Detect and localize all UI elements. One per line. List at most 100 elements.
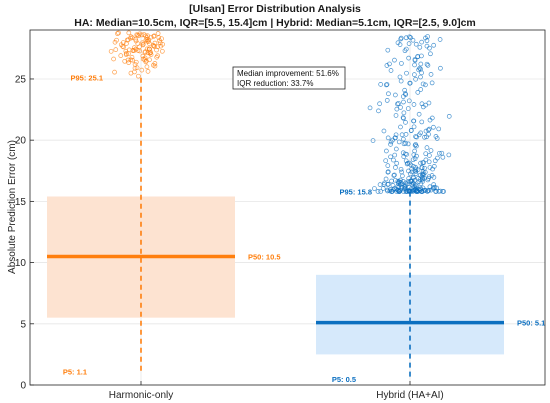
- outlier-point: [395, 40, 401, 46]
- outlier-point: [429, 80, 435, 86]
- outlier-point: [136, 33, 142, 39]
- outlier-point: [441, 189, 446, 194]
- outlier-point: [420, 160, 426, 165]
- percentile-labels: P95: 25.1 P50: 10.5 P5: 1.1 P95: 15.8 P50: 5…: [63, 74, 546, 384]
- outlier-point: [398, 166, 404, 172]
- outlier-point: [400, 115, 406, 120]
- outlier-point: [112, 69, 117, 75]
- p50-label: P50: 10.5: [248, 252, 281, 261]
- outlier-point: [128, 35, 133, 41]
- outlier-point: [396, 139, 402, 145]
- outlier-point: [390, 183, 396, 188]
- x-tick-label: Harmonic-only: [109, 390, 173, 401]
- outlier-point: [123, 48, 129, 54]
- outlier-point: [157, 38, 162, 43]
- outlier-point: [408, 178, 414, 184]
- outlier-point: [376, 108, 381, 114]
- outlier-point: [412, 62, 417, 68]
- outlier-point: [126, 60, 132, 65]
- outlier-point: [428, 72, 434, 77]
- outlier-point: [385, 182, 391, 187]
- outlier-point: [410, 37, 416, 43]
- outlier-point: [148, 34, 154, 40]
- outlier-point: [404, 70, 409, 76]
- outlier-point: [391, 173, 397, 178]
- outlier-point: [403, 131, 409, 137]
- outlier-point: [391, 186, 397, 191]
- outlier-point: [410, 174, 416, 180]
- outlier-point: [407, 34, 412, 40]
- outlier-point: [388, 142, 393, 147]
- axes: 0 5 10 15 20 25 Harmonic-only Hybrid (HA+AI): [15, 74, 444, 401]
- outlier-point: [385, 163, 391, 168]
- outlier-point: [402, 87, 408, 93]
- outlier-point: [412, 58, 418, 63]
- outlier-point: [378, 189, 384, 194]
- outlier-point: [406, 179, 412, 184]
- outlier-point: [133, 46, 139, 52]
- outlier-point: [400, 179, 406, 184]
- outlier-point: [403, 120, 408, 125]
- outlier-point: [415, 90, 421, 95]
- outlier-point: [383, 148, 389, 154]
- outlier-point: [399, 61, 404, 66]
- y-tick-label: 15: [15, 197, 27, 208]
- outlier-point: [133, 38, 139, 44]
- outlier-point: [397, 74, 403, 80]
- outlier-points: [108, 30, 452, 194]
- outlier-point: [418, 74, 423, 80]
- outlier-point: [423, 188, 429, 193]
- outlier-point: [147, 57, 152, 63]
- outlier-point: [423, 82, 428, 88]
- outlier-point: [381, 128, 387, 134]
- outlier-point: [426, 100, 432, 106]
- outlier-point: [411, 124, 417, 130]
- outlier-point: [446, 152, 452, 158]
- outlier-point: [413, 76, 418, 82]
- outlier-point: [399, 184, 405, 190]
- outlier-point: [423, 128, 429, 134]
- outlier-point: [384, 82, 390, 87]
- p95-label: P95: 25.1: [70, 74, 103, 83]
- outlier-point: [158, 43, 164, 49]
- outlier-point: [416, 67, 422, 73]
- outlier-point: [111, 56, 116, 62]
- outlier-point: [391, 157, 396, 163]
- outlier-point: [434, 136, 440, 141]
- outlier-point: [418, 160, 423, 166]
- outlier-point: [406, 160, 412, 166]
- outlier-point: [446, 113, 452, 119]
- annotation-line-1: Median improvement: 51.6%: [237, 69, 339, 78]
- outlier-point: [420, 172, 426, 178]
- outlier-point: [406, 98, 412, 104]
- outlier-point: [392, 135, 398, 141]
- outlier-point: [419, 189, 424, 194]
- outlier-point: [401, 110, 407, 116]
- outlier-point: [129, 54, 135, 60]
- outlier-point: [388, 154, 393, 160]
- outlier-point: [412, 142, 418, 148]
- outlier-point: [411, 118, 417, 124]
- outlier-point: [124, 41, 129, 46]
- outlier-point: [431, 186, 436, 192]
- outlier-point: [424, 38, 430, 44]
- outlier-point: [143, 37, 149, 43]
- outlier-point: [396, 101, 401, 106]
- outlier-point: [112, 39, 118, 45]
- outlier-point: [424, 43, 430, 49]
- outlier-point: [419, 70, 424, 76]
- plot-frame: [29, 29, 546, 386]
- outlier-point: [412, 148, 418, 154]
- outlier-point: [406, 168, 411, 174]
- outlier-point: [144, 58, 149, 64]
- outlier-point: [383, 158, 389, 164]
- y-tick-label: 5: [20, 319, 26, 330]
- outlier-point: [394, 106, 400, 112]
- y-tick-label: 0: [20, 381, 26, 392]
- outlier-point: [408, 35, 413, 40]
- outlier-point: [137, 48, 143, 54]
- outlier-point: [398, 124, 403, 130]
- outlier-point: [154, 54, 160, 60]
- outlier-point: [392, 57, 397, 63]
